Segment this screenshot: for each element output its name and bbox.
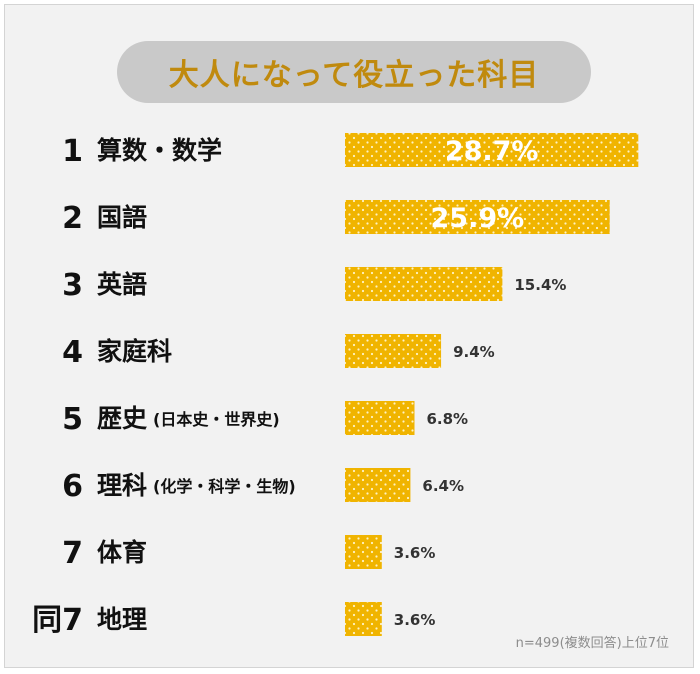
category-sublabel: (化学・科学・生物) [153,477,296,496]
rank-label: 2 [62,201,83,236]
category-label: 家庭科 [97,337,172,366]
bar [345,200,610,234]
category-label: 地理 [97,605,147,634]
rank-label: 7 [62,536,83,571]
value-label: 15.4% [514,276,566,294]
value-label: 6.4% [422,477,464,495]
rank-label: 同7 [32,603,83,638]
bar [345,602,382,636]
category-label: 英語 [97,270,147,299]
category-label: 理科 [97,471,147,500]
value-label: 25.9% [431,203,525,234]
bar [345,468,411,502]
bar [345,133,639,167]
bar [345,535,382,569]
bar [345,267,503,301]
category-label: 算数・数学 [97,136,222,165]
footnote: n=499(複数回答)上位7位 [515,636,669,651]
category-label: 歴史 [97,404,148,433]
value-label: 28.7% [445,136,539,167]
category-sublabel: (日本史・世界史) [153,410,280,429]
chart-title: 大人になって役立った科目 [168,58,540,93]
rank-label: 3 [62,268,83,303]
category-label: 体育 [97,538,147,567]
value-label: 3.6% [394,544,436,562]
value-label: 3.6% [394,611,436,629]
value-label: 9.4% [453,343,495,361]
rank-label: 5 [62,402,83,437]
value-label: 6.8% [426,410,468,428]
rank-label: 4 [62,335,83,370]
bar [345,334,442,368]
bar-chart: 1 算数・数学 28.7% 2 国語 25.9% 3 英語 15.4% 4 家庭科 9.4% 5 歴史 (日… [32,133,639,638]
bar [345,401,415,435]
chart-frame: 大人になって役立った科目 1 算数・数学 28.7% 2 国語 25.9% 3 英語 15.4%… [4,4,694,668]
rank-label: 1 [62,134,83,169]
title-banner: 大人になって役立った科目 [117,41,591,103]
category-label: 国語 [97,203,147,232]
rank-label: 6 [62,469,83,504]
